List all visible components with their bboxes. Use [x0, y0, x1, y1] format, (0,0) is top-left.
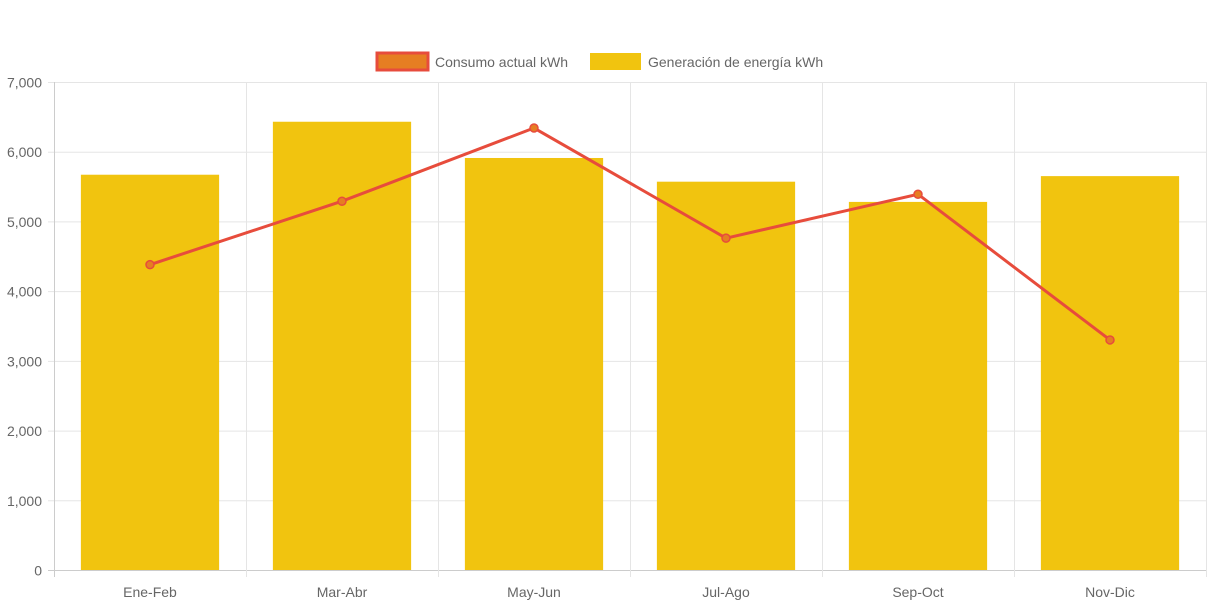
point-consumo — [337, 196, 347, 206]
legend-swatch-generacion — [590, 53, 641, 70]
y-tick-label: 5,000 — [7, 214, 42, 230]
x-tick-label: Nov-Dic — [1085, 584, 1135, 600]
y-tick-label: 3,000 — [7, 353, 42, 369]
point-consumo — [913, 189, 923, 199]
legend-swatch-consumo — [375, 51, 430, 72]
bar-generacion — [272, 121, 412, 570]
x-tick-label: May-Jun — [507, 584, 561, 600]
x-tick-label: Jul-Ago — [702, 584, 750, 600]
bars — [80, 121, 1180, 571]
y-tick-label: 2,000 — [7, 423, 42, 439]
bar-generacion — [848, 201, 988, 570]
legend-item-generacion[interactable]: Generación de energía kWh — [590, 53, 823, 70]
y-tick-label: 4,000 — [7, 284, 42, 300]
point-consumo — [529, 123, 539, 133]
y-tick-label: 7,000 — [7, 75, 42, 91]
legend: Consumo actual kWh Generación de energía… — [375, 51, 823, 72]
point-consumo — [1105, 335, 1115, 345]
x-axis: Ene-Feb Mar-Abr May-Jun Jul-Ago Sep-Oct Nov-D… — [123, 584, 1135, 600]
legend-label-consumo: Consumo actual kWh — [435, 54, 568, 70]
bar-generacion — [464, 157, 604, 570]
x-tick-label: Ene-Feb — [123, 584, 177, 600]
bar-generacion — [656, 181, 796, 571]
x-tick-label: Mar-Abr — [317, 584, 368, 600]
legend-label-generacion: Generación de energía kWh — [648, 54, 823, 70]
bar-generacion — [1040, 176, 1180, 570]
point-consumo — [145, 259, 155, 270]
grid — [48, 82, 1207, 577]
y-axis: 0 1,000 2,000 3,000 4,000 5,000 6,000 7,000 — [7, 75, 42, 579]
y-tick-label: 1,000 — [7, 493, 42, 509]
legend-item-consumo[interactable]: Consumo actual kWh — [375, 51, 568, 72]
line-consumo — [149, 126, 1111, 342]
line-series — [145, 123, 1115, 345]
y-tick-label: 6,000 — [7, 144, 42, 160]
point-consumo — [721, 233, 731, 243]
y-tick-label: 0 — [34, 563, 42, 579]
x-tick-label: Sep-Oct — [892, 584, 943, 600]
bar-generacion — [80, 174, 220, 570]
